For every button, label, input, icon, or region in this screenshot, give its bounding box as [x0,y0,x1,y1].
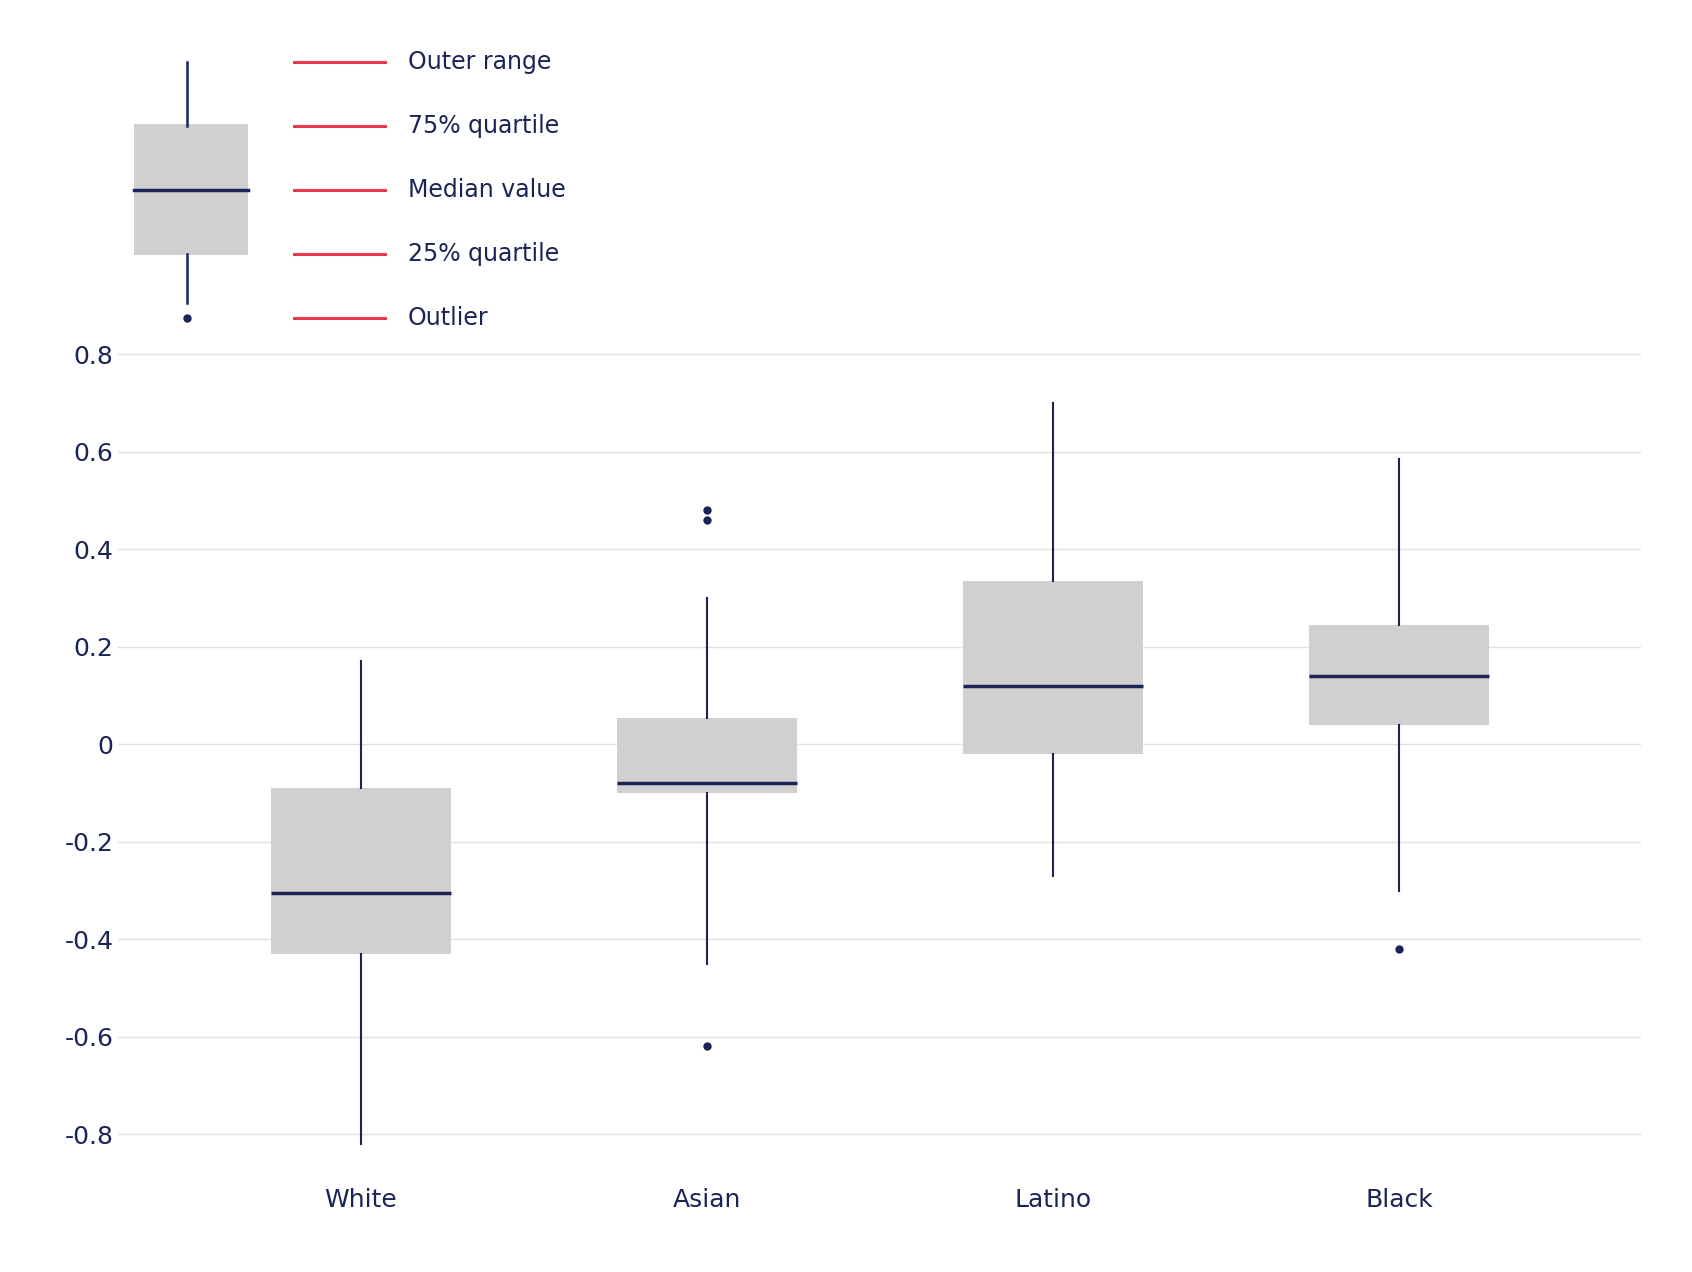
Text: Outer range: Outer range [408,50,552,74]
Bar [963,581,1142,754]
Bar [134,125,249,256]
Bar [1310,625,1489,725]
Text: 75% quartile: 75% quartile [408,114,558,137]
Text: Median value: Median value [408,178,565,202]
Text: Outlier: Outlier [408,305,489,329]
Text: 0.8 correlation coefficient: 0.8 correlation coefficient [118,355,421,378]
Bar [618,717,797,792]
Text: 25% quartile: 25% quartile [408,242,558,266]
Bar [271,789,450,954]
